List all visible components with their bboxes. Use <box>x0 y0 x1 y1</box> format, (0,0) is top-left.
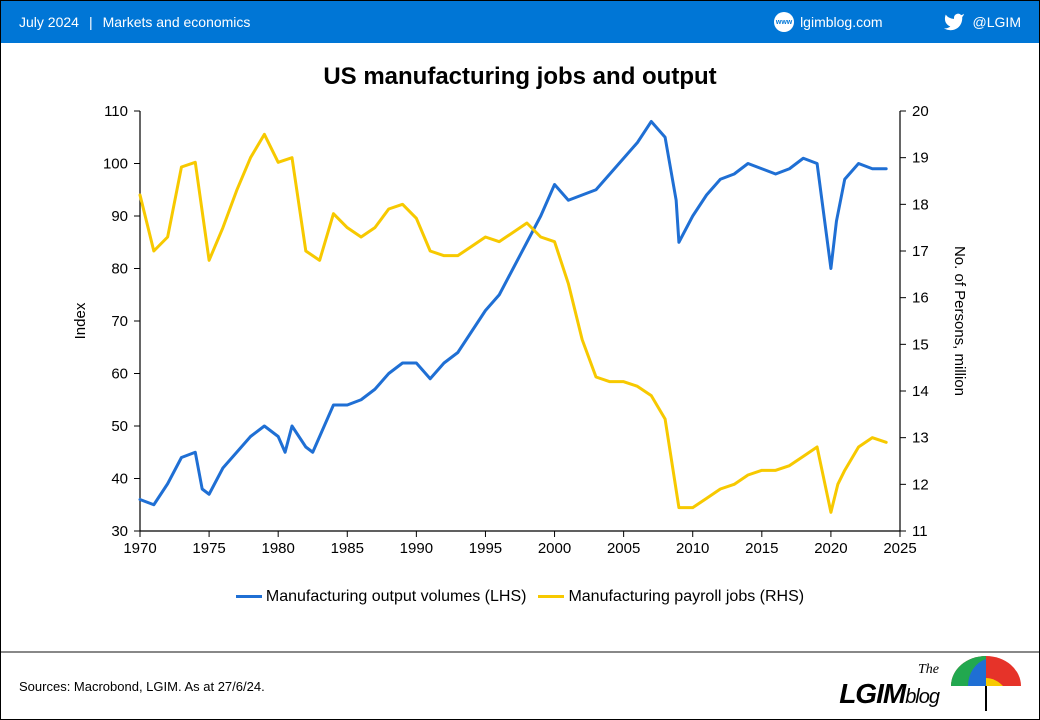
svg-text:90: 90 <box>111 208 128 225</box>
lgim-logo: The LGIMblog <box>839 662 939 710</box>
svg-text:1975: 1975 <box>192 540 225 557</box>
logo-top: The <box>839 662 939 678</box>
svg-text:50: 50 <box>111 418 128 435</box>
svg-text:17: 17 <box>912 243 929 260</box>
plot-wrap: 1970197519801985199019952000200520102015… <box>50 101 990 581</box>
twitter-link[interactable]: @LGIM <box>943 11 1021 33</box>
chart-area: US manufacturing jobs and output 1970197… <box>1 43 1039 653</box>
svg-text:18: 18 <box>912 196 929 213</box>
header-bar: July 2024 | Markets and economics www lg… <box>1 1 1039 43</box>
svg-text:110: 110 <box>104 103 128 120</box>
twitter-icon <box>943 11 965 33</box>
svg-text:2010: 2010 <box>676 540 709 557</box>
svg-text:2000: 2000 <box>538 540 571 557</box>
footer-source: Sources: Macrobond, LGIM. As at 27/6/24. <box>19 679 839 694</box>
chart-legend: Manufacturing output volumes (LHS) Manufa… <box>11 585 1029 606</box>
svg-text:80: 80 <box>111 261 128 278</box>
svg-text:16: 16 <box>912 290 929 307</box>
logo-main: LGIM <box>839 678 905 709</box>
header-category: Markets and economics <box>103 14 251 30</box>
svg-text:14: 14 <box>912 383 929 400</box>
svg-text:2025: 2025 <box>883 540 916 557</box>
legend-swatch <box>236 595 262 598</box>
blog-link[interactable]: www lgimblog.com <box>774 12 882 32</box>
svg-text:40: 40 <box>111 471 128 488</box>
footer-bar: Sources: Macrobond, LGIM. As at 27/6/24.… <box>1 653 1039 719</box>
svg-text:2015: 2015 <box>745 540 778 557</box>
umbrella-icon <box>951 656 1021 716</box>
legend-item: Manufacturing payroll jobs (RHS) <box>538 588 804 606</box>
legend-swatch <box>538 595 564 598</box>
legend-label: Manufacturing payroll jobs (RHS) <box>568 588 804 606</box>
svg-text:11: 11 <box>912 523 928 540</box>
svg-text:1970: 1970 <box>123 540 156 557</box>
header-date: July 2024 <box>19 14 79 30</box>
svg-text:19: 19 <box>912 150 929 167</box>
svg-text:1995: 1995 <box>469 540 502 557</box>
chart-svg: 1970197519801985199019952000200520102015… <box>50 101 990 581</box>
legend-item: Manufacturing output volumes (LHS) <box>236 588 527 606</box>
svg-text:Index: Index <box>72 302 89 339</box>
svg-text:70: 70 <box>111 313 128 330</box>
svg-text:2005: 2005 <box>607 540 640 557</box>
blog-link-text: lgimblog.com <box>800 14 882 30</box>
svg-text:1980: 1980 <box>261 540 294 557</box>
svg-text:No. of Persons, million: No. of Persons, million <box>951 246 968 396</box>
globe-icon: www <box>774 12 794 32</box>
twitter-handle: @LGIM <box>973 14 1021 30</box>
svg-text:2020: 2020 <box>814 540 847 557</box>
svg-text:100: 100 <box>103 156 128 173</box>
svg-text:20: 20 <box>912 103 929 120</box>
header-separator: | <box>89 14 93 30</box>
svg-text:12: 12 <box>912 476 929 493</box>
svg-text:1990: 1990 <box>400 540 433 557</box>
svg-text:13: 13 <box>912 430 929 447</box>
chart-title: US manufacturing jobs and output <box>11 63 1029 91</box>
svg-text:30: 30 <box>111 523 128 540</box>
svg-text:1985: 1985 <box>331 540 364 557</box>
logo-sub: blog <box>905 686 939 708</box>
svg-text:60: 60 <box>111 366 128 383</box>
svg-text:15: 15 <box>912 336 929 353</box>
legend-label: Manufacturing output volumes (LHS) <box>266 588 527 606</box>
